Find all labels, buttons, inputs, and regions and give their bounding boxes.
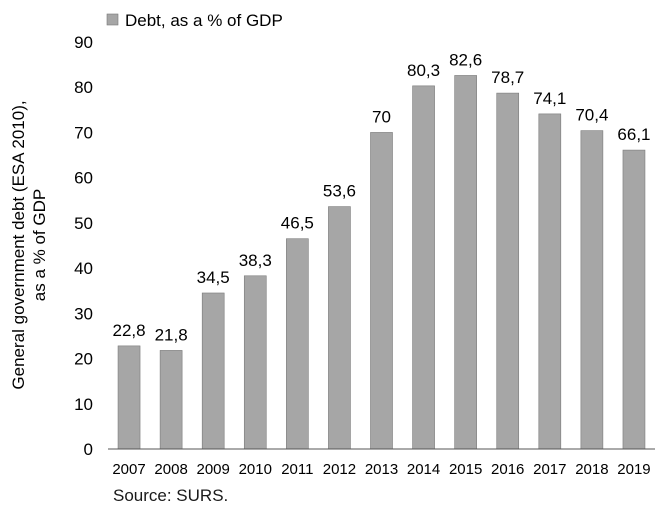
data-label: 66,1 xyxy=(617,125,650,144)
bar xyxy=(412,85,435,450)
x-tick-label: 2011 xyxy=(281,461,313,478)
y-tick-label: 10 xyxy=(74,395,93,414)
bar xyxy=(286,238,309,450)
y-tick-label: 30 xyxy=(74,304,93,323)
x-tick-label: 2013 xyxy=(365,461,398,478)
x-tick-labels: 2007 2008 2009 2010 2011 2012 2013 2014 2015 2016… xyxy=(112,461,650,478)
bar xyxy=(117,345,141,450)
data-label: 82,6 xyxy=(449,50,482,69)
y-tick-label: 20 xyxy=(74,350,93,369)
bar xyxy=(580,130,604,450)
y-tick-label: 0 xyxy=(84,440,93,459)
bars xyxy=(117,75,646,450)
x-tick-label: 2007 xyxy=(112,461,145,478)
y-tick-label: 40 xyxy=(74,259,93,278)
x-tick-label: 2017 xyxy=(533,461,566,478)
data-label: 38,3 xyxy=(239,251,272,270)
legend-label: Debt, as a % of GDP xyxy=(125,11,283,30)
bar xyxy=(496,92,520,450)
y-axis-label-line: General government debt (ESA 2010), xyxy=(9,100,28,389)
y-axis-label-line: as a % of GDP xyxy=(30,189,49,301)
bar xyxy=(243,275,267,450)
x-tick-label: 2012 xyxy=(323,461,356,478)
data-labels: 22,8 21,8 34,5 38,3 46,5 53,6 70 80,3 82,6 78,7 74… xyxy=(112,50,650,344)
x-tick-label: 2018 xyxy=(575,461,608,478)
x-tick-label: 2009 xyxy=(197,461,230,478)
data-label: 46,5 xyxy=(281,214,314,233)
x-tick-label: 2015 xyxy=(449,461,482,478)
data-label: 22,8 xyxy=(112,321,145,340)
data-label: 70 xyxy=(372,107,391,126)
data-label: 78,7 xyxy=(491,68,524,87)
data-label: 80,3 xyxy=(407,61,440,80)
x-tick-label: 2016 xyxy=(491,461,524,478)
y-tick-label: 60 xyxy=(74,169,93,188)
y-tick-label: 90 xyxy=(74,33,93,52)
bar xyxy=(454,75,477,450)
bar xyxy=(538,113,562,450)
data-label: 21,8 xyxy=(155,325,188,344)
data-label: 34,5 xyxy=(197,268,230,287)
x-tick-label: 2010 xyxy=(239,461,272,478)
x-tick-label: 2014 xyxy=(407,461,440,478)
bar xyxy=(159,350,183,450)
bar xyxy=(622,149,646,450)
data-label: 74,1 xyxy=(533,89,566,108)
bar xyxy=(370,132,393,450)
y-axis-label: General government debt (ESA 2010), as a … xyxy=(9,100,49,389)
data-label: 70,4 xyxy=(575,106,608,125)
y-tick-labels: 0 10 20 30 40 50 60 70 80 90 xyxy=(74,33,93,459)
bar xyxy=(328,206,351,450)
source-note: Source: SURS. xyxy=(113,486,229,505)
x-tick-label: 2008 xyxy=(154,461,187,478)
y-tick-label: 50 xyxy=(74,214,93,233)
data-label: 53,6 xyxy=(323,182,356,201)
x-tick-label: 2019 xyxy=(617,461,650,478)
y-tick-label: 80 xyxy=(74,78,93,97)
y-tick-label: 70 xyxy=(74,123,93,142)
legend: Debt, as a % of GDP xyxy=(106,11,283,30)
legend-swatch xyxy=(106,13,119,26)
bar xyxy=(201,292,225,450)
